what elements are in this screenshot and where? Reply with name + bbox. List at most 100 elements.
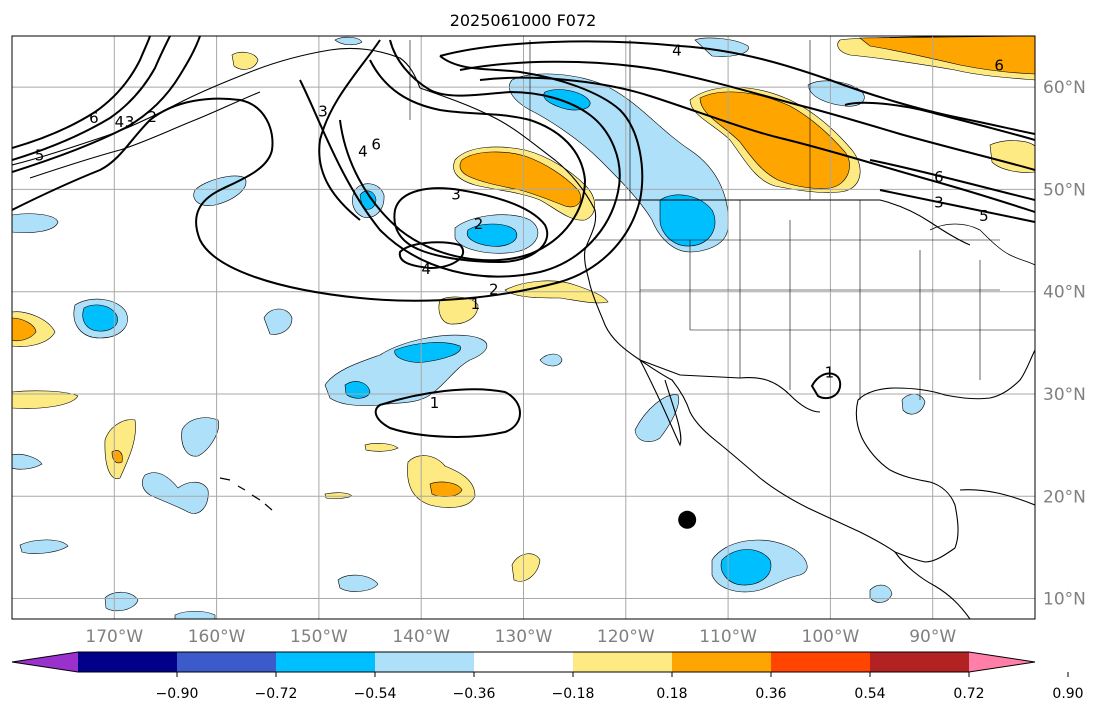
negative-anomaly-region: [634, 394, 680, 443]
hawaiian-islands: [219, 477, 273, 511]
latitude-label: 50°N: [1043, 180, 1086, 200]
canada-province-borders: [409, 40, 811, 200]
negative-anomaly-region: [19, 539, 69, 554]
map-title: 2025061000 F072: [450, 11, 597, 30]
us-state-borders: [595, 200, 1035, 400]
colorbar-tick-label: −0.18: [552, 686, 595, 702]
contour-label: 3: [318, 103, 328, 121]
negative-anomaly-region: [539, 353, 563, 367]
contour-label: 1: [471, 295, 481, 313]
negative-anomaly-region: [12, 453, 43, 470]
longitude-label: 90°W: [909, 627, 956, 647]
positive-anomaly-region: [438, 296, 479, 325]
colorbar-tick-label: −0.72: [255, 686, 298, 702]
colorbar-tick-label: 0.54: [854, 686, 885, 702]
contour-label: 4: [358, 143, 368, 161]
contour-label: 6: [89, 109, 99, 127]
colorbar-segment: [78, 652, 178, 672]
contour-line: [479, 76, 1035, 213]
positive-anomaly-region-strong: [859, 36, 1035, 75]
cuba-caribbean: [959, 489, 1035, 506]
colorbar-tick-label: −0.36: [453, 686, 496, 702]
latitude-label: 60°N: [1043, 78, 1086, 98]
point-marker-layer: [678, 510, 697, 529]
negative-anomaly-region: [12, 213, 59, 233]
contour-label: 3: [125, 113, 135, 131]
colorbar-segment: [672, 652, 772, 672]
contour-line: [439, 40, 1035, 135]
longitude-label: 130°W: [495, 627, 553, 647]
aleutian-islands: [29, 91, 261, 179]
contour-label: 1: [825, 364, 835, 382]
baja-california-peninsula: [639, 359, 682, 447]
contour-label: 2: [489, 281, 499, 299]
contour-line: [844, 101, 1035, 141]
contour-line: [299, 39, 621, 278]
contour-line: [374, 388, 521, 438]
negative-anomaly-region: [334, 36, 363, 46]
negative-anomaly-region: [337, 574, 379, 592]
negative-anomaly-region-strong: [394, 342, 461, 363]
central-america-coast: [894, 551, 971, 619]
contour-line: [398, 241, 465, 270]
positive-anomaly-region: [511, 553, 541, 582]
contour-line: [12, 36, 201, 173]
positive-anomaly-region: [12, 390, 79, 409]
positive-anomaly-region: [104, 419, 136, 480]
contour-label: 2: [474, 215, 484, 233]
negative-anomaly-region-strong: [659, 194, 716, 247]
contour-line: [879, 189, 1035, 223]
negative-anomaly-region-strong: [466, 223, 517, 247]
great-lakes: [929, 223, 1035, 266]
longitude-label: 170°W: [85, 627, 143, 647]
positive-anomaly-region-strong: [12, 317, 37, 342]
us-canada-border: [595, 199, 971, 246]
latitude-label: 30°N: [1043, 385, 1086, 405]
colorbar-segment: [474, 652, 574, 672]
colorbar-tick-label: −0.90: [156, 686, 199, 702]
negative-anomaly-region: [174, 610, 216, 619]
contour-label: 4: [422, 260, 432, 278]
contour-line: [318, 39, 381, 221]
contour-label: 6: [934, 168, 944, 186]
longitude-label: 140°W: [392, 627, 450, 647]
longitude-labels: 170°W 160°W 150°W 140°W 130°W 120°W 110°W 100°W…: [85, 627, 956, 647]
colorbar-tick-label: −0.54: [354, 686, 397, 702]
height-contours: [12, 36, 1035, 438]
contour-label: 2: [147, 108, 157, 126]
longitude-label: 160°W: [188, 627, 246, 647]
gulf-of-mexico-coast: [855, 349, 1035, 549]
colorbar-extend-high: [969, 652, 1035, 672]
latitude-label: 20°N: [1043, 487, 1086, 507]
contour-line: [393, 187, 549, 264]
colorbar-segment: [375, 652, 475, 672]
lat-lon-gridlines: [12, 36, 1035, 619]
contour-label: 4: [115, 113, 125, 131]
us-mexico-border: [639, 359, 821, 413]
colorbar-segment: [177, 652, 277, 672]
latitude-label: 10°N: [1043, 590, 1086, 610]
colorbar-tick-label: 0.90: [1052, 686, 1083, 702]
contour-label: 5: [35, 147, 45, 165]
point-marker: [678, 510, 697, 529]
contour-label: 6: [371, 135, 381, 153]
contour-line: [12, 36, 171, 161]
colorbar-segment: [573, 652, 673, 672]
colorbar-tick-labels: −0.90 −0.72 −0.54 −0.36 −0.18 0.18 0.36 0.54 0.7…: [156, 686, 1084, 702]
colorbar-tick-label: 0.36: [755, 686, 786, 702]
contour-line: [810, 372, 842, 400]
contour-label: 1: [430, 394, 440, 412]
negative-anomaly-region: [263, 308, 293, 335]
contour-line: [869, 159, 1035, 201]
colorbar-outline: [11, 651, 1036, 673]
positive-anomaly-region-strong: [429, 481, 463, 497]
colorbar-segment: [276, 652, 376, 672]
colorbar-segment: [771, 652, 871, 672]
longitude-label: 150°W: [290, 627, 348, 647]
contour-line: [459, 60, 1035, 171]
negative-anomaly-region-strong: [82, 304, 118, 332]
latitude-label: 40°N: [1043, 283, 1086, 303]
longitude-label: 110°W: [699, 627, 757, 647]
